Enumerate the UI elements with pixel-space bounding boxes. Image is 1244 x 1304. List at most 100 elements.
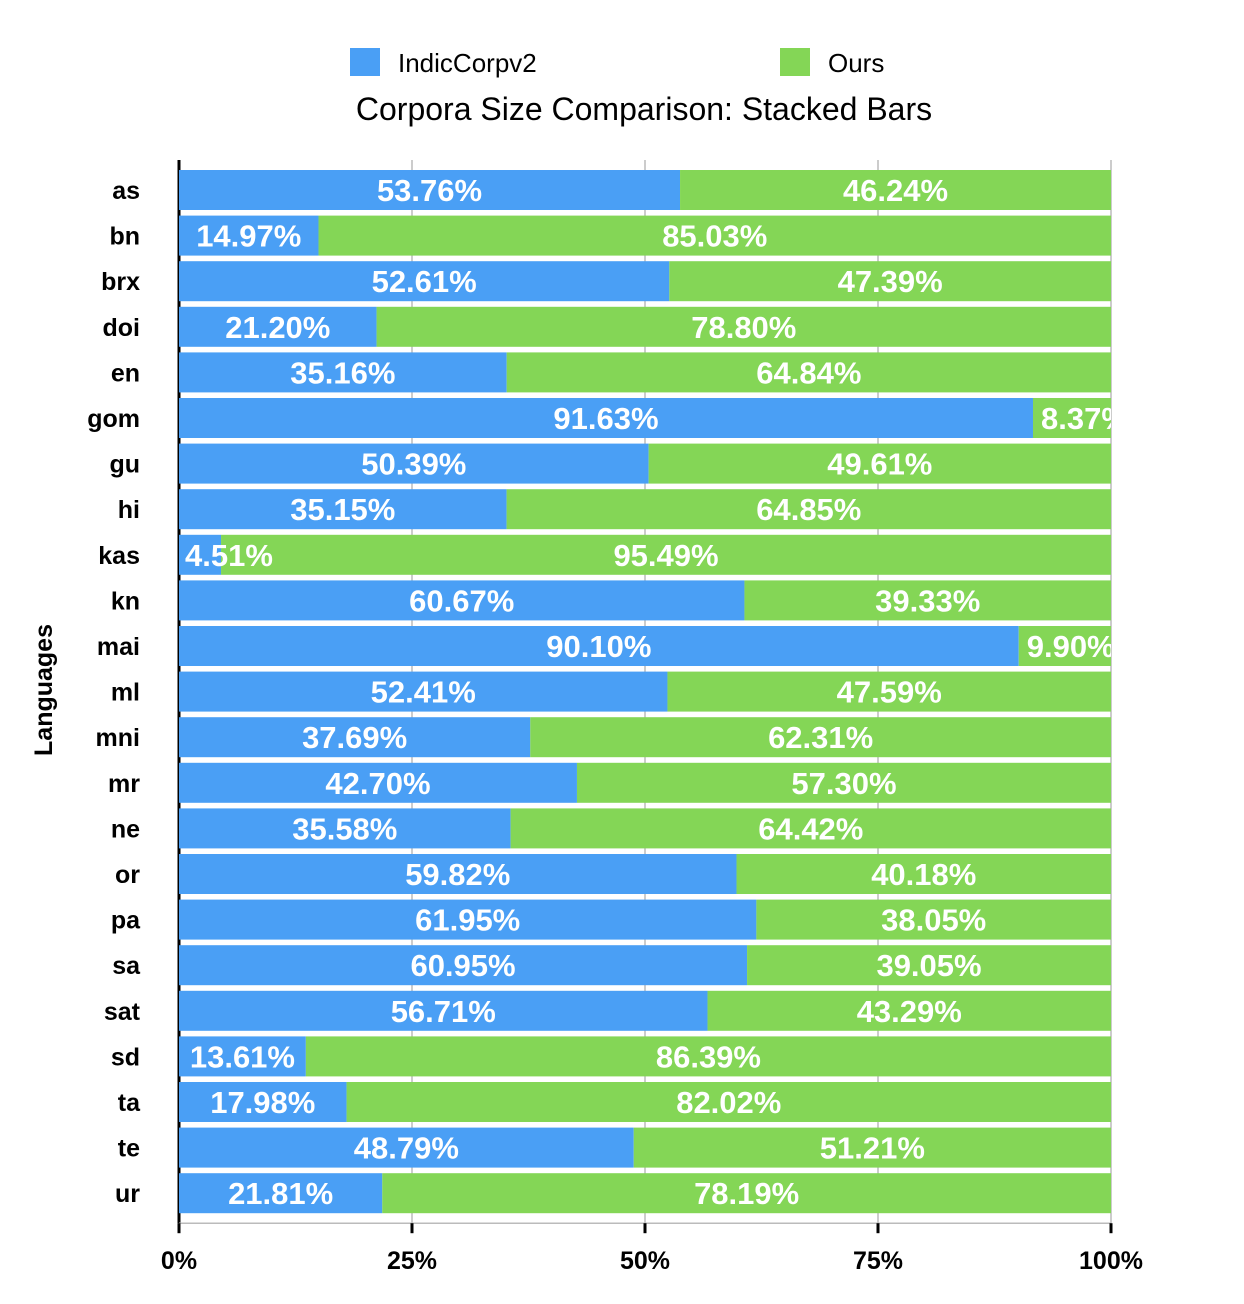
bar-ours-doi [376, 306, 1112, 347]
bar-indiccorpv2-ml [179, 671, 668, 712]
bar-indiccorpv2-mai [179, 626, 1019, 666]
data-label-indiccorpv2-en: 35.16% [290, 355, 395, 390]
data-label-indiccorpv2-mni: 37.69% [302, 720, 407, 755]
bar-indiccorpv2-ta [179, 1082, 347, 1122]
category-label-brx: brx [101, 268, 140, 296]
bar-indiccorpv2-ur [179, 1173, 383, 1214]
data-label-ours-pa: 38.05% [881, 903, 986, 938]
data-label-ours-or: 40.18% [871, 857, 976, 892]
legend-label-ours: Ours [828, 48, 884, 78]
bar-indiccorpv2-bn [179, 215, 319, 256]
category-label-ta: ta [118, 1089, 141, 1117]
bar-indiccorpv2-sa [179, 945, 748, 986]
data-label-ours-en: 64.84% [756, 355, 861, 390]
bar-indiccorpv2-doi [179, 306, 377, 347]
data-label-ours-kn: 39.33% [875, 583, 980, 618]
category-label-kas: kas [98, 542, 140, 570]
legend-label-indiccorpv2: IndicCorpv2 [398, 48, 537, 78]
bar-ours-or [736, 854, 1111, 894]
bar-ours-sa [747, 945, 1111, 986]
category-label-ml: ml [111, 679, 140, 707]
data-label-indiccorpv2-doi: 21.20% [225, 310, 330, 345]
category-label-ne: ne [111, 815, 140, 843]
data-label-indiccorpv2-brx: 52.61% [372, 264, 477, 299]
category-label-en: en [111, 359, 140, 387]
x-tick-label: 0% [161, 1247, 197, 1275]
bar-ours-pa [756, 899, 1111, 940]
bar-ours-sat [707, 990, 1111, 1031]
category-label-mai: mai [97, 633, 140, 661]
y-axis-title: Languages [30, 624, 58, 756]
category-label-gom: gom [87, 405, 140, 433]
category-label-sd: sd [111, 1043, 140, 1071]
category-label-kn: kn [111, 587, 140, 615]
data-label-ours-gu: 49.61% [827, 447, 932, 482]
bar-ours-gom [1032, 398, 1111, 438]
bar-ours-mai [1018, 626, 1111, 666]
data-label-indiccorpv2-gu: 50.39% [361, 447, 466, 482]
bar-ours-kn [744, 580, 1111, 621]
bar-indiccorpv2-mr [179, 762, 577, 803]
bar-ours-mni [530, 717, 1111, 758]
x-axis-ticks: 0% 25% 50% 75% 100% [161, 1247, 1143, 1275]
legend: IndicCorpv2 Ours [350, 48, 884, 78]
x-tick-label: 25% [387, 1247, 437, 1275]
category-label-ur: ur [115, 1180, 140, 1208]
data-label-indiccorpv2-kn: 60.67% [409, 583, 514, 618]
bar-indiccorpv2-en [179, 352, 507, 393]
bar-indiccorpv2-mni [179, 717, 531, 758]
bar-ours-ml [667, 671, 1111, 712]
data-label-ours-brx: 47.39% [838, 264, 943, 299]
data-label-indiccorpv2-kas: 4.51% [185, 538, 273, 573]
bar-indiccorpv2-kas [179, 534, 222, 575]
data-label-ours-ur: 78.19% [694, 1176, 799, 1211]
data-label-indiccorpv2-pa: 61.95% [415, 903, 520, 938]
data-label-ours-mai: 9.90% [1027, 629, 1115, 664]
legend-swatch-indiccorpv2 [350, 48, 380, 76]
bar-ours-en [506, 352, 1112, 393]
category-label-or: or [115, 861, 140, 889]
bar-indiccorpv2-or [179, 854, 737, 894]
data-label-ours-ta: 82.02% [676, 1085, 781, 1120]
category-label-gu: gu [109, 451, 140, 479]
category-label-mr: mr [108, 770, 140, 798]
data-label-indiccorpv2-sa: 60.95% [410, 948, 515, 983]
bar-ours-kas [221, 534, 1111, 575]
data-label-ours-gom: 8.37% [1041, 401, 1129, 436]
bar-ours-as [680, 170, 1111, 210]
bar-indiccorpv2-ne [179, 808, 511, 849]
data-label-ours-ne: 64.42% [758, 811, 863, 846]
data-label-indiccorpv2-hi: 35.15% [290, 492, 395, 527]
bar-indiccorpv2-hi [179, 489, 507, 530]
data-label-ours-kas: 95.49% [613, 538, 718, 573]
bar-indiccorpv2-sat [179, 990, 708, 1031]
bars [179, 170, 1112, 1214]
x-tick-label: 100% [1079, 1247, 1143, 1275]
bar-ours-ta [346, 1082, 1111, 1122]
bar-indiccorpv2-kn [179, 580, 745, 621]
data-label-indiccorpv2-as: 53.76% [377, 173, 482, 208]
bar-ours-ne [510, 808, 1111, 849]
data-label-indiccorpv2-sat: 56.71% [391, 994, 496, 1029]
category-label-hi: hi [118, 496, 140, 524]
data-label-ours-mr: 57.30% [791, 766, 896, 801]
bar-indiccorpv2-te [179, 1127, 634, 1168]
bar-indiccorpv2-gom [179, 398, 1033, 438]
data-label-indiccorpv2-ml: 52.41% [371, 675, 476, 710]
bar-ours-te [633, 1127, 1111, 1168]
category-label-sat: sat [104, 998, 141, 1026]
data-labels: 53.76% 46.24% 14.97% 85.03% 52.61% 47.39% 21.2… [185, 173, 1129, 1211]
data-label-indiccorpv2-ne: 35.58% [292, 811, 397, 846]
data-label-indiccorpv2-ta: 17.98% [210, 1085, 315, 1120]
data-label-indiccorpv2-mai: 90.10% [546, 629, 651, 664]
bar-indiccorpv2-as [179, 170, 681, 210]
category-label-doi: doi [103, 314, 141, 342]
data-label-ours-ml: 47.59% [837, 675, 942, 710]
category-labels: as bn brx doi en gom gu hi kas kn mai ml mni mr ne or pa… [87, 177, 141, 1208]
data-label-ours-hi: 64.85% [756, 492, 861, 527]
data-label-ours-sa: 39.05% [876, 948, 981, 983]
category-label-bn: bn [109, 223, 140, 251]
bar-ours-sd [305, 1036, 1111, 1077]
category-label-te: te [118, 1135, 140, 1163]
